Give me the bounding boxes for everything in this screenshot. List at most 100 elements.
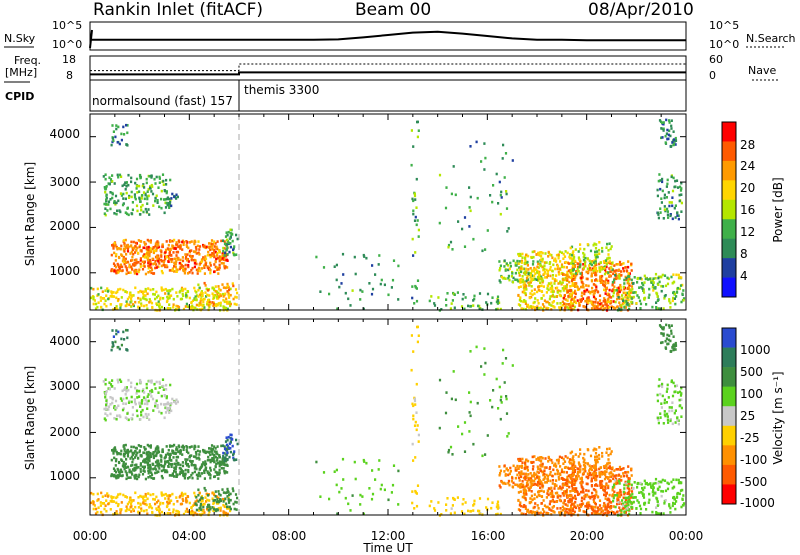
echo-cell — [233, 298, 235, 301]
echo-cell — [200, 496, 202, 499]
echo-cell — [111, 291, 113, 294]
echo-cell — [603, 267, 605, 270]
echo-cell — [197, 240, 199, 243]
echo-cell — [610, 248, 612, 251]
echo-cell — [185, 445, 187, 448]
echo-cell — [619, 468, 621, 471]
echo-cell — [657, 277, 659, 280]
echo-cell — [658, 217, 660, 220]
echo-cell — [546, 496, 548, 499]
echo-cell — [587, 267, 589, 270]
echo-cell — [186, 508, 188, 511]
echo-cell — [169, 290, 171, 293]
echo-cell — [519, 465, 521, 468]
echo-cell — [173, 196, 175, 199]
echo-cell — [154, 405, 156, 408]
echo-cell — [146, 202, 148, 205]
echo-cell — [480, 160, 482, 163]
echo-cell — [143, 391, 145, 394]
echo-cell — [570, 247, 572, 250]
echo-cell — [123, 338, 125, 341]
echo-cell — [138, 269, 140, 272]
echo-cell — [182, 294, 184, 297]
echo-cell — [371, 264, 373, 267]
echo-cell — [567, 504, 569, 507]
echo-cell — [144, 198, 146, 201]
echo-cell — [136, 410, 138, 413]
echo-cell — [602, 305, 604, 308]
echo-cell — [103, 175, 105, 178]
echo-cell — [583, 254, 585, 257]
echo-cell — [131, 461, 133, 464]
echo-cell — [623, 282, 625, 285]
echo-cell — [225, 287, 227, 290]
echo-cell — [567, 295, 569, 298]
echo-cell — [595, 274, 597, 277]
echo-cell — [562, 486, 564, 489]
echo-cell — [151, 507, 153, 510]
echo-cell — [499, 267, 501, 270]
echo-cell — [552, 290, 554, 293]
echo-cell — [624, 296, 626, 299]
echo-cell — [549, 508, 551, 511]
echo-cell — [104, 396, 106, 399]
echo-cell — [552, 495, 554, 498]
echo-cell — [613, 505, 615, 508]
echo-cell — [539, 483, 541, 486]
echo-cell — [549, 503, 551, 506]
echo-cell — [132, 414, 134, 417]
echo-cell — [158, 300, 160, 303]
echo-cell — [596, 455, 598, 458]
echo-cell — [520, 271, 522, 274]
echo-cell — [553, 464, 555, 467]
echo-cell — [173, 401, 175, 404]
echo-cell — [614, 289, 616, 292]
echo-cell — [103, 380, 105, 383]
echo-cell — [160, 464, 162, 467]
echo-cell — [497, 302, 499, 305]
echo-cell — [506, 262, 508, 265]
echo-cell — [196, 304, 198, 307]
echo-cell — [627, 299, 629, 302]
echo-cell — [134, 387, 136, 390]
echo-cell — [165, 461, 167, 464]
echo-cell — [543, 473, 545, 476]
echo-cell — [119, 269, 121, 272]
echo-cell — [446, 292, 448, 295]
echo-cell — [556, 507, 558, 510]
echo-cell — [584, 468, 586, 471]
echo-cell — [195, 453, 197, 456]
echo-cell — [121, 266, 123, 269]
echo-cell — [583, 290, 585, 293]
echo-cell — [132, 508, 134, 511]
echo-cell — [163, 403, 165, 406]
echo-cell — [208, 246, 210, 249]
echo-cell — [595, 278, 597, 281]
echo-cell — [591, 272, 593, 275]
echo-cell — [581, 503, 583, 506]
echo-cell — [110, 508, 112, 511]
echo-cell — [578, 250, 580, 253]
echo-cell — [598, 457, 600, 460]
echo-cell — [682, 289, 684, 292]
echo-cell — [115, 128, 117, 131]
echo-cell — [581, 500, 583, 503]
echo-cell — [236, 292, 238, 295]
echo-cell — [605, 259, 607, 262]
echo-cell — [141, 250, 143, 253]
echo-cell — [136, 205, 138, 208]
echo-cell — [133, 241, 135, 244]
echo-cell — [175, 197, 177, 200]
echo-cell — [537, 263, 539, 266]
echo-cell — [126, 397, 128, 400]
echo-cell — [470, 196, 472, 199]
echo-cell — [127, 174, 129, 177]
echo-cell — [521, 256, 523, 259]
echo-cell — [560, 487, 562, 490]
echo-cell — [130, 298, 132, 301]
echo-cell — [145, 273, 147, 276]
echo-cell — [133, 469, 135, 472]
echo-cell — [588, 299, 590, 302]
echo-cell — [175, 291, 177, 294]
echo-cell — [542, 463, 544, 466]
